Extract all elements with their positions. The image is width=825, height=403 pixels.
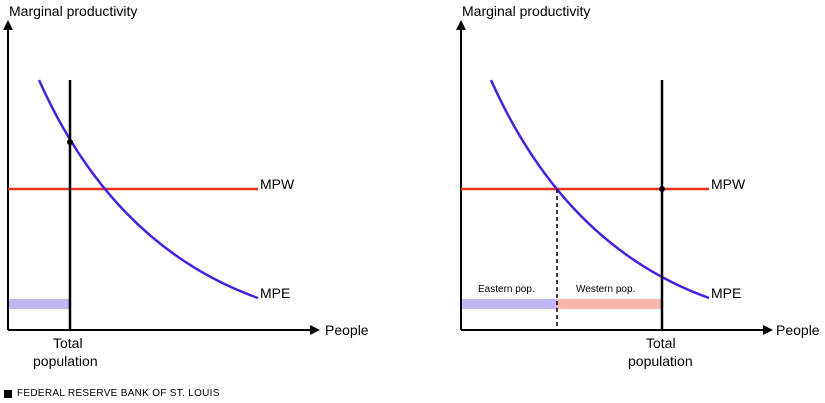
right-mpw-label: MPW <box>711 176 746 192</box>
left-panel: Marginal productivity People MPW MPE Tot… <box>2 3 369 369</box>
left-mpe-curve <box>37 79 259 300</box>
left-shaded-bar <box>8 299 70 309</box>
footer: FEDERAL RESERVE BANK OF ST. LOUIS <box>4 388 220 399</box>
footer-text: FEDERAL RESERVE BANK OF ST. LOUIS <box>17 388 220 399</box>
right-y-axis-label: Marginal productivity <box>462 3 590 19</box>
right-western-label: Western pop. <box>576 284 635 295</box>
left-mpe-label: MPE <box>260 285 290 301</box>
right-x-axis-label: People <box>776 322 820 338</box>
right-mpe-label: MPE <box>711 285 741 301</box>
right-total-label-line2: population <box>628 353 693 369</box>
left-intersection-dot <box>67 139 73 145</box>
left-x-axis-label: People <box>325 322 369 338</box>
left-y-axis-label: Marginal productivity <box>9 3 137 19</box>
right-intersection-dot <box>659 186 665 192</box>
right-eastern-bar <box>461 299 557 309</box>
right-panel: Marginal productivity People MPW MPE Eas… <box>456 3 820 369</box>
right-eastern-label: Eastern pop. <box>478 284 535 295</box>
footer-square-icon <box>4 389 12 398</box>
right-western-bar <box>557 299 662 309</box>
left-mpw-label: MPW <box>260 176 295 192</box>
right-mpe-curve <box>489 79 710 300</box>
right-total-label-line1: Total <box>646 335 676 351</box>
left-total-label-line1: Total <box>53 335 83 351</box>
left-total-label-line2: population <box>33 353 98 369</box>
